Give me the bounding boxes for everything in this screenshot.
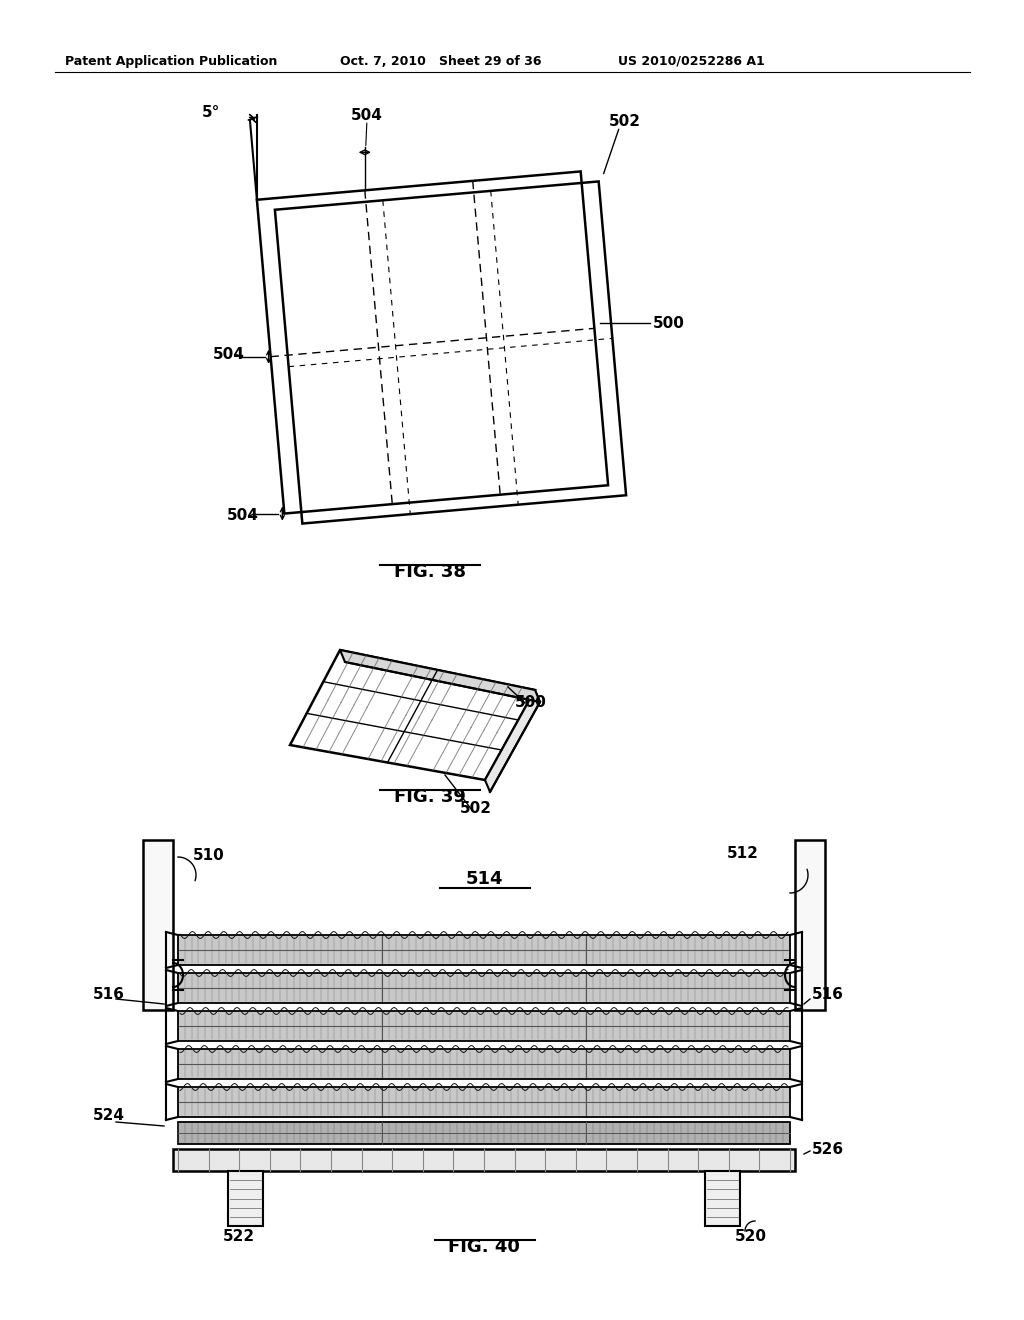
- Polygon shape: [178, 1049, 790, 1078]
- Text: FIG. 39: FIG. 39: [394, 788, 466, 807]
- Text: 504: 504: [213, 347, 245, 362]
- Polygon shape: [173, 1148, 795, 1171]
- Text: 504: 504: [351, 108, 383, 123]
- Text: Patent Application Publication: Patent Application Publication: [65, 55, 278, 69]
- Polygon shape: [228, 1171, 263, 1226]
- Text: US 2010/0252286 A1: US 2010/0252286 A1: [618, 55, 765, 69]
- Text: 516: 516: [812, 987, 844, 1002]
- Text: 512: 512: [727, 846, 759, 861]
- Polygon shape: [178, 973, 790, 1003]
- Text: 522: 522: [223, 1229, 255, 1243]
- Text: 502: 502: [460, 801, 492, 816]
- Text: 526: 526: [812, 1142, 844, 1158]
- Polygon shape: [485, 690, 540, 792]
- Polygon shape: [705, 1171, 740, 1226]
- Text: 500: 500: [652, 315, 684, 331]
- Text: 524: 524: [93, 1107, 125, 1123]
- Text: 502: 502: [608, 115, 641, 129]
- Polygon shape: [340, 649, 540, 702]
- Text: FIG. 40: FIG. 40: [449, 1238, 520, 1257]
- Polygon shape: [178, 1122, 790, 1144]
- Polygon shape: [143, 840, 173, 1010]
- Text: FIG. 38: FIG. 38: [394, 564, 466, 581]
- Text: Oct. 7, 2010   Sheet 29 of 36: Oct. 7, 2010 Sheet 29 of 36: [340, 55, 542, 69]
- Polygon shape: [178, 935, 790, 965]
- Text: 500: 500: [515, 696, 547, 710]
- Polygon shape: [178, 1011, 790, 1041]
- Text: 514: 514: [465, 870, 503, 888]
- Polygon shape: [795, 840, 825, 1010]
- Text: 520: 520: [735, 1229, 767, 1243]
- Text: 504: 504: [226, 508, 258, 523]
- Text: 5°: 5°: [202, 106, 220, 120]
- Polygon shape: [178, 1086, 790, 1117]
- Text: 516: 516: [93, 987, 125, 1002]
- Text: 510: 510: [193, 847, 224, 863]
